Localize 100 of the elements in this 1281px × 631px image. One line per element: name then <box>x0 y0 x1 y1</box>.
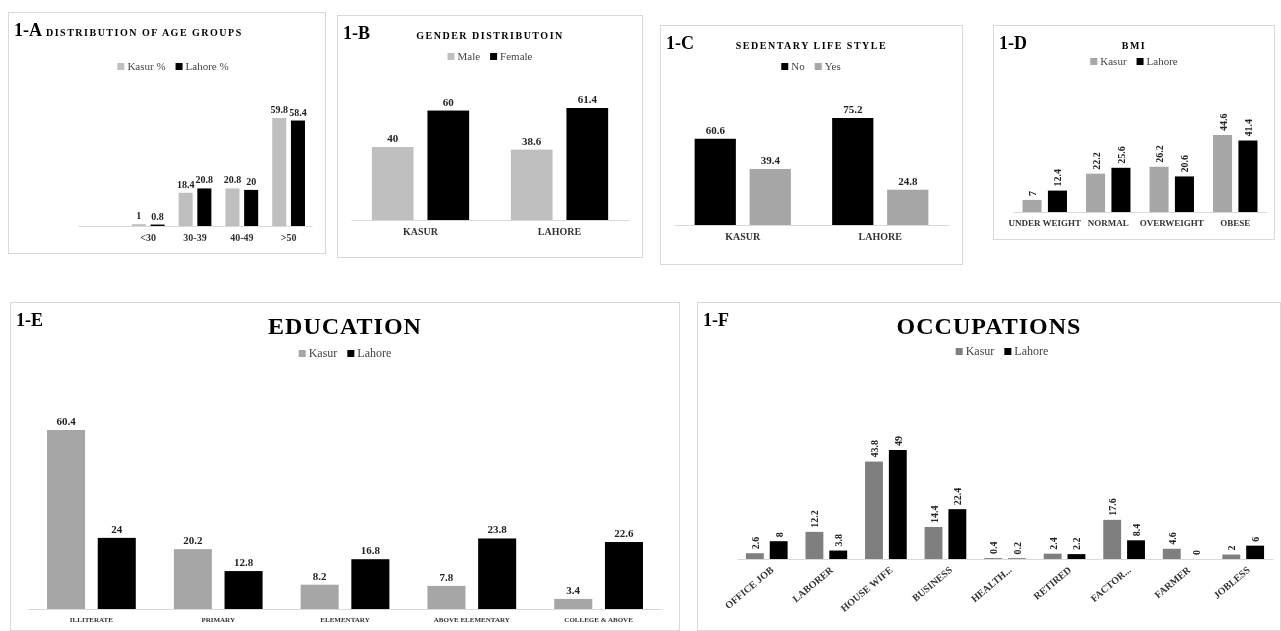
data-label: 59.8 <box>270 104 288 115</box>
x-tick-label: OVERWEIGHT <box>1139 218 1204 229</box>
data-label: 3.4 <box>566 583 581 596</box>
bar <box>244 189 259 226</box>
bar <box>510 149 553 220</box>
legend-label: Lahore <box>357 346 392 360</box>
bar <box>1162 548 1181 559</box>
data-label: 20.2 <box>183 534 203 547</box>
data-label: 4.6 <box>1166 532 1178 545</box>
data-label: 61.4 <box>577 93 598 105</box>
data-label: 16.8 <box>360 544 381 557</box>
data-label: 26.2 <box>1154 145 1166 163</box>
data-label: 14.4 <box>928 505 940 523</box>
bar <box>745 553 764 559</box>
data-label: 0 <box>1190 550 1202 555</box>
data-label: 2.4 <box>1047 537 1059 550</box>
data-label: 8.4 <box>1131 523 1143 537</box>
x-tick-label: KASUR <box>725 231 762 243</box>
data-label: 7 <box>1027 190 1039 196</box>
text: 1-D <box>999 33 1027 53</box>
data-label: 2.6 <box>749 536 761 550</box>
legend-label: Male <box>457 50 481 62</box>
bar <box>1103 519 1122 559</box>
legend-label: Yes <box>824 60 841 72</box>
data-label: 24.8 <box>898 174 918 187</box>
data-label: 20.8 <box>223 174 242 186</box>
data-label: 49 <box>892 436 904 446</box>
data-label: 17.6 <box>1107 498 1119 516</box>
legend-label: Kasur <box>308 346 338 360</box>
legend-label: Kasur <box>965 344 995 358</box>
x-tick-label: NORMAL <box>1087 218 1129 229</box>
bar <box>694 138 736 225</box>
data-label: 44.6 <box>1217 113 1229 131</box>
data-label: 22.6 <box>614 527 635 540</box>
data-label: 2.2 <box>1071 537 1083 551</box>
bar <box>769 541 788 559</box>
data-label: 23.8 <box>487 523 508 536</box>
bar <box>173 549 212 609</box>
bar <box>1022 199 1042 212</box>
data-label: 0.2 <box>1011 542 1023 555</box>
bar <box>300 584 339 609</box>
chart-title: SEDENTARY LIFE STYLE <box>735 40 888 51</box>
data-label: 1 <box>136 210 142 222</box>
data-label: 12.8 <box>233 556 254 569</box>
x-tick-label: UNDER WEIGHT <box>1008 218 1082 229</box>
data-label: 75.2 <box>843 103 863 115</box>
bar <box>1238 140 1258 212</box>
text: 1-B <box>343 23 370 43</box>
data-label: 58.4 <box>289 106 307 118</box>
legend-label: Kasur <box>1100 55 1127 67</box>
x-tick-label: KASUR <box>402 226 439 238</box>
data-label: 20 <box>246 175 257 187</box>
data-label: 2 <box>1226 545 1238 551</box>
bar <box>178 192 193 226</box>
text: 1-E <box>16 310 43 330</box>
text: 1-C <box>666 33 694 53</box>
data-label: 20.6 <box>1179 154 1191 173</box>
data-label: 60.6 <box>705 123 726 136</box>
bar <box>371 147 414 220</box>
data-label: 7.8 <box>439 570 454 583</box>
data-label: 6 <box>1250 536 1262 542</box>
chart-title: OCCUPATIONS <box>896 313 1082 339</box>
data-label: 18.4 <box>176 178 195 190</box>
data-label: 8 <box>773 532 785 538</box>
text: 1-F <box>703 310 729 330</box>
data-label: 8.2 <box>312 569 328 582</box>
data-label: 60.4 <box>56 415 77 427</box>
bar <box>887 189 929 225</box>
bar <box>865 461 883 559</box>
bar <box>832 118 874 225</box>
chart-title: EDUCATION <box>268 313 422 339</box>
bar <box>97 537 136 609</box>
x-tick-label: <30 <box>140 232 157 244</box>
legend-label: Kasur % <box>127 60 166 72</box>
bar <box>604 542 643 609</box>
data-label: 12.2 <box>809 510 821 528</box>
bar <box>749 168 791 225</box>
bar <box>351 559 390 609</box>
data-label: 40 <box>387 132 399 145</box>
data-label: 0.4 <box>988 541 1000 555</box>
bar <box>1246 545 1265 559</box>
data-label: 24 <box>111 522 123 535</box>
bar <box>225 188 240 226</box>
bar <box>272 118 287 226</box>
bar <box>924 526 943 559</box>
text: 1-A <box>14 20 42 40</box>
bar <box>1043 553 1062 559</box>
data-label: 22.2 <box>1090 152 1102 170</box>
bar <box>47 430 86 609</box>
bar <box>290 120 305 226</box>
bar <box>566 108 609 220</box>
bar <box>1213 135 1233 212</box>
bar <box>1086 173 1106 212</box>
x-tick-label: OBESE <box>1220 218 1251 229</box>
bar <box>1174 176 1194 212</box>
chart-title: DISTRIBUTION OF AGE GROUPS <box>46 27 243 38</box>
data-label: 20.8 <box>195 174 214 186</box>
data-label: 0.8 <box>151 210 164 222</box>
bar <box>478 538 517 609</box>
legend-label: Lahore <box>1146 55 1178 67</box>
